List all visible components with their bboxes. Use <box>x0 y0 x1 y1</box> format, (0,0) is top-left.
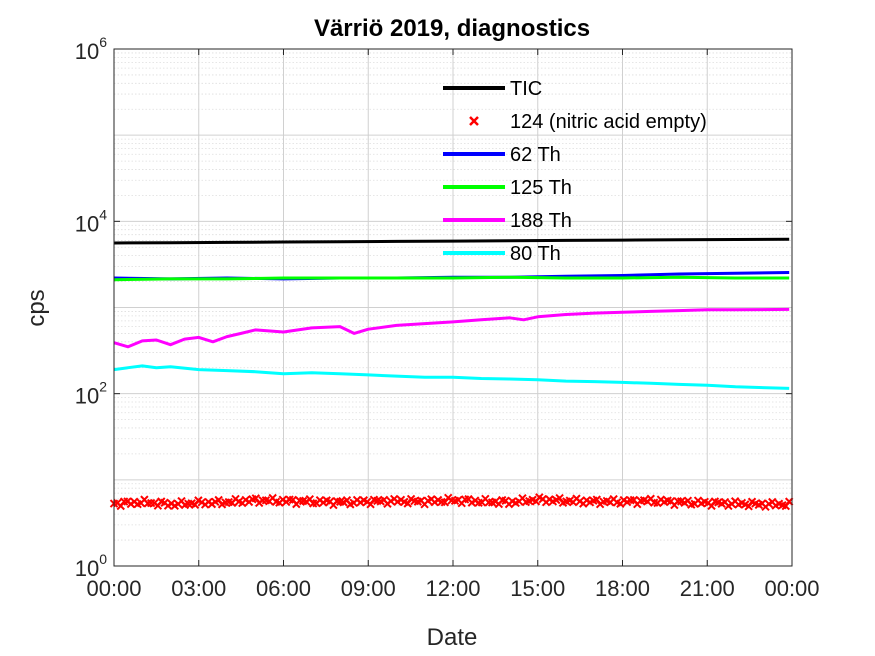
series-line-tic <box>113 237 790 245</box>
chart-title: Värriö 2019, diagnostics <box>314 15 590 42</box>
y-tick-exponent: 6 <box>99 34 107 50</box>
y-tick-base: 10 <box>75 384 99 409</box>
x-tick-label: 00:00 <box>764 576 819 601</box>
x-tick-label: 09:00 <box>341 576 396 601</box>
y-tick-exponent: 4 <box>99 206 107 222</box>
y-tick-exponent: 0 <box>99 551 107 567</box>
legend-label: 80 Th <box>510 243 561 265</box>
legend-label: 188 Th <box>510 210 572 232</box>
series-124-nitric-acid-empty <box>109 493 794 512</box>
x-tick-label: 12:00 <box>425 576 480 601</box>
legend-marker <box>469 116 479 126</box>
x-tick-label: 06:00 <box>256 576 311 601</box>
y-tick-exponent: 2 <box>99 379 107 395</box>
legend: TIC 124 (nitric acid empty) 62 Th 125 Th 188… <box>443 78 707 265</box>
x-axis: 00:00 03:00 06:00 09:00 12:00 15:00 18:00 21:00… <box>86 49 820 601</box>
series-layer <box>109 237 794 512</box>
y-axis-label: cps <box>23 289 50 326</box>
x-tick-label: 18:00 <box>595 576 650 601</box>
x-tick-label: 03:00 <box>171 576 226 601</box>
legend-label: 124 (nitric acid empty) <box>510 111 707 133</box>
y-tick-label: 100 <box>75 551 107 581</box>
legend-label: TIC <box>510 78 542 100</box>
y-tick-label: 102 <box>75 379 107 409</box>
series-line-125-th <box>113 275 790 282</box>
legend-label: 62 Th <box>510 144 561 166</box>
x-axis-label: Date <box>427 624 478 651</box>
x-tick-label: 00:00 <box>86 576 141 601</box>
series-line-80-th <box>113 364 790 390</box>
x-tick-label: 21:00 <box>680 576 735 601</box>
y-tick-base: 10 <box>75 39 99 64</box>
y-tick-base: 10 <box>75 211 99 236</box>
y-tick-label: 104 <box>75 206 107 236</box>
legend-label: 125 Th <box>510 177 572 199</box>
y-tick-label: 106 <box>75 34 107 64</box>
series-line-188-th <box>113 307 790 349</box>
x-tick-label: 15:00 <box>510 576 565 601</box>
y-tick-base: 10 <box>75 556 99 581</box>
